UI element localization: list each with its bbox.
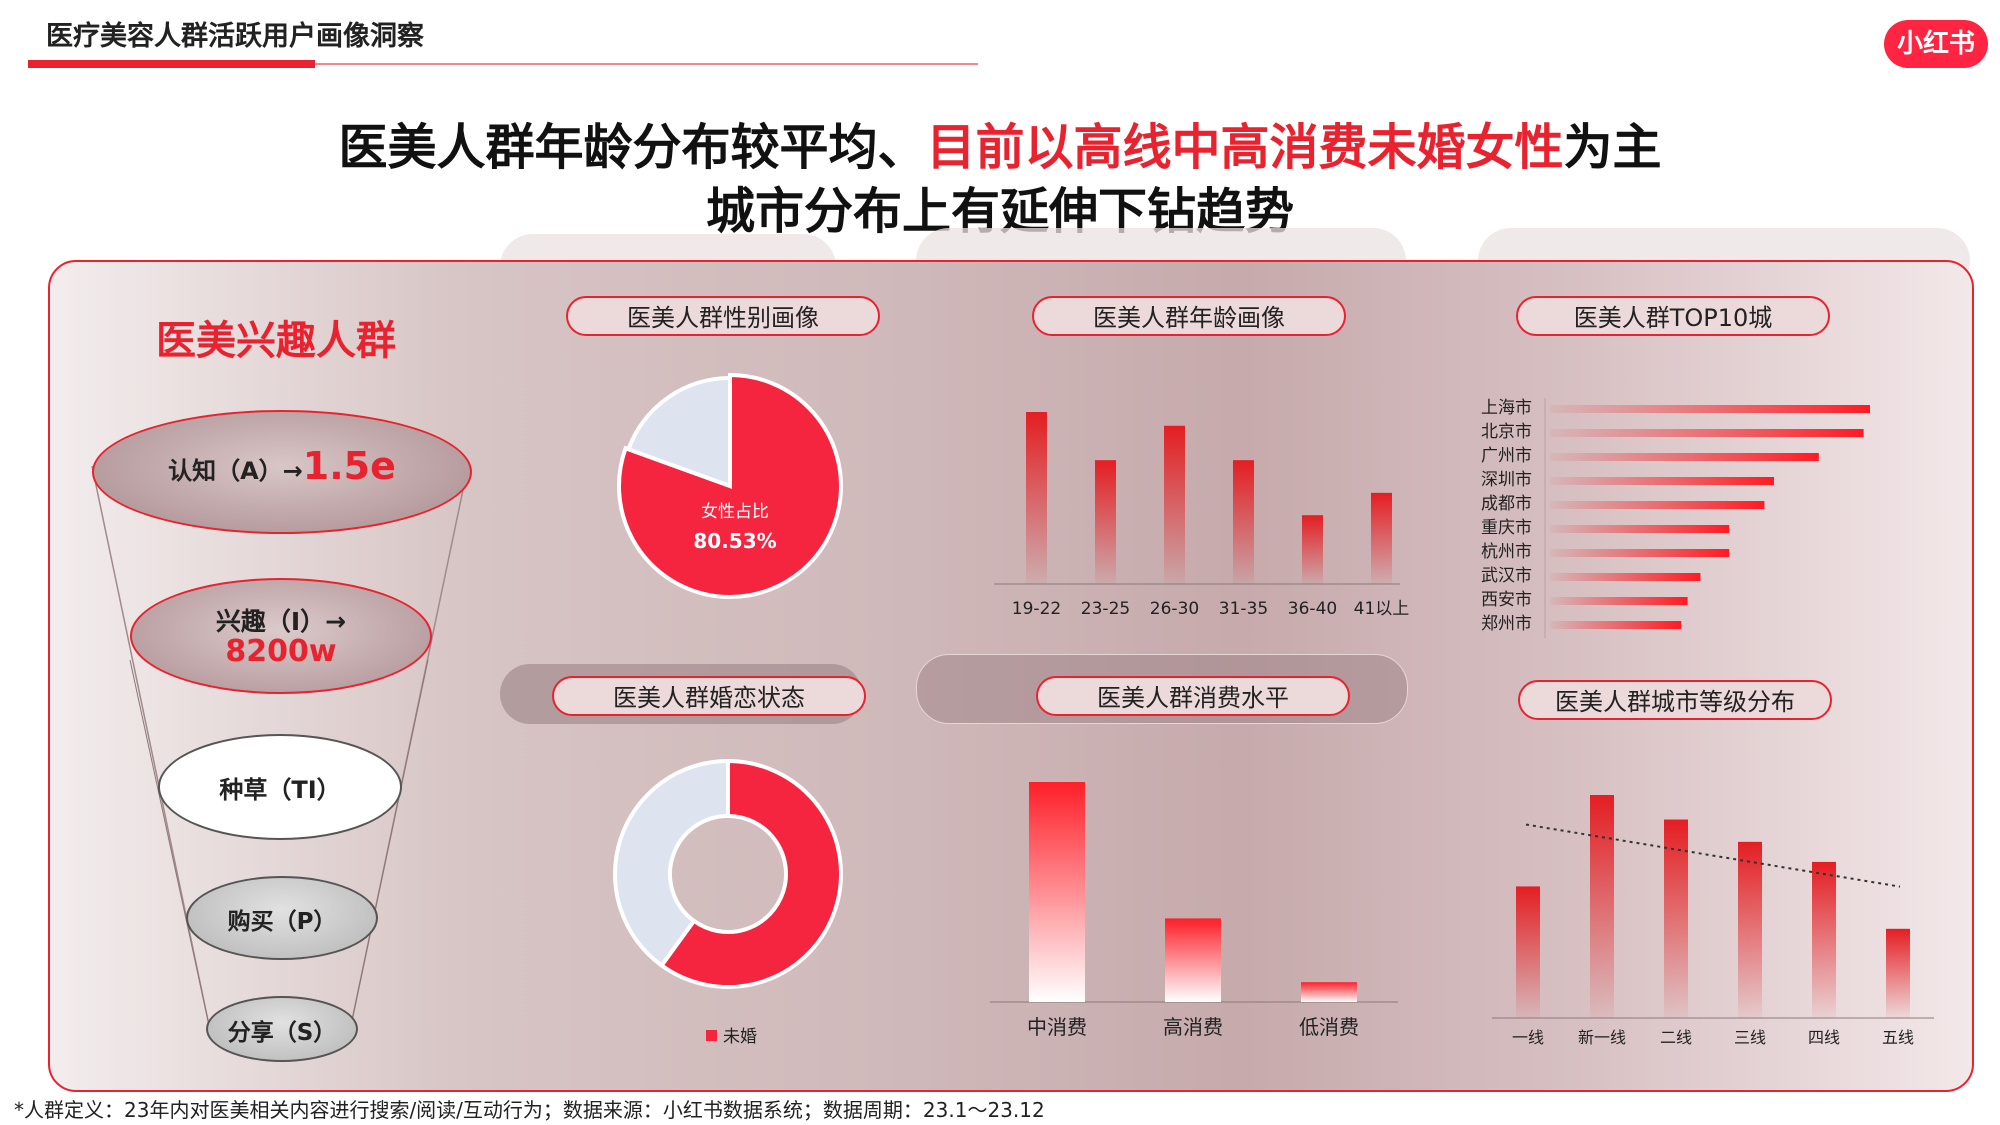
bar — [1886, 928, 1910, 1018]
y-tick-label: 广州市 — [1481, 446, 1532, 466]
y-tick-label: 深圳市 — [1481, 470, 1532, 490]
legend-label: 未婚 — [723, 1027, 757, 1047]
y-tick-label: 成都市 — [1481, 494, 1532, 514]
bar — [1165, 918, 1221, 1002]
bar — [1812, 861, 1836, 1018]
bar — [1550, 525, 1730, 533]
tab-marital: 医美人群婚恋状态 — [552, 676, 866, 716]
header-divider — [28, 63, 978, 65]
x-tick-label: 23-25 — [1081, 599, 1130, 619]
stage-label: 认知（A）→ — [168, 457, 303, 485]
funnel-stage-awareness: 认知（A）→1.5e — [92, 410, 472, 534]
funnel-stage-share: 分享（S） — [206, 996, 358, 1062]
bar — [1550, 501, 1765, 509]
legend-swatch — [706, 1030, 717, 1041]
x-tick-label: 低消费 — [1299, 1015, 1359, 1039]
y-tick-label: 武汉市 — [1481, 566, 1532, 586]
bar — [1590, 795, 1614, 1018]
x-tick-label: 中消费 — [1027, 1015, 1087, 1039]
bar — [1026, 412, 1047, 584]
funnel-title: 医美兴趣人群 — [156, 318, 396, 364]
tab-top10: 医美人群TOP10城 — [1516, 296, 1830, 336]
bar — [1095, 460, 1116, 584]
bar — [1550, 429, 1864, 437]
bar — [1550, 597, 1688, 605]
pie-slice — [625, 375, 732, 489]
bar — [1371, 492, 1392, 584]
bar — [1302, 515, 1323, 584]
bar — [1516, 886, 1540, 1018]
bar — [1550, 477, 1774, 485]
headline-line-1: 医美人群年龄分布较平均、目前以高线中高消费未婚女性为主 — [0, 108, 2000, 179]
stage-label: 购买（P） — [227, 909, 337, 935]
chart-spending: 中消费 高消费 低消费 — [990, 782, 1398, 1039]
y-tick-label: 郑州市 — [1481, 614, 1532, 634]
y-tick-label: 杭州市 — [1481, 542, 1532, 562]
footnote: *人群定义：23年内对医美相关内容进行搜索/阅读/互动行为；数据来源：小红书数据… — [14, 1098, 1045, 1122]
bar — [1029, 782, 1085, 1002]
header-title: 医疗美容人群活跃用户画像洞察 — [46, 21, 424, 52]
y-tick-label: 西安市 — [1481, 590, 1532, 610]
chart-gender: 女性占比 80.53% — [617, 372, 843, 599]
x-tick-label: 新一线 — [1578, 1028, 1626, 1047]
bar — [1301, 982, 1357, 1002]
bar — [1164, 425, 1185, 584]
chart-tier: 一线 新一线 二线 三线 四线 五线 — [1492, 795, 1934, 1047]
x-tick-label: 一线 — [1512, 1028, 1544, 1047]
chart-marital: 未婚 — [613, 758, 843, 1047]
bar — [1664, 819, 1688, 1018]
funnel-stage-seeding: 种草（TI） — [158, 734, 402, 840]
funnel-stage-interest: 兴趣（I）→ 8200w — [130, 578, 432, 694]
bar — [1550, 573, 1701, 581]
x-tick-label: 36-40 — [1288, 599, 1337, 619]
x-tick-label: 高消费 — [1163, 1015, 1223, 1039]
bar — [1550, 621, 1682, 629]
trendline — [1525, 823, 1901, 888]
bar — [1738, 841, 1762, 1018]
y-tick-label: 重庆市 — [1481, 518, 1532, 538]
y-tick-label: 上海市 — [1481, 398, 1532, 418]
headline-highlight: 目前以高线中高消费未婚女性 — [926, 119, 1564, 176]
x-tick-label: 19-22 — [1012, 599, 1061, 619]
y-tick-label: 北京市 — [1481, 422, 1532, 442]
stage-label: 种草（TI） — [219, 776, 341, 804]
funnel-stage-purchase: 购买（P） — [186, 876, 378, 960]
bar — [1550, 453, 1819, 461]
tab-tier: 医美人群城市等级分布 — [1518, 680, 1832, 720]
pie-value-label: 80.53% — [693, 529, 776, 553]
bar — [1550, 405, 1870, 413]
stage-label: 兴趣（I）→ — [215, 607, 347, 636]
stage-value: 1.5e — [302, 444, 396, 488]
x-tick-label: 31-35 — [1219, 599, 1268, 619]
stage-value: 8200w — [225, 634, 337, 669]
x-tick-label: 四线 — [1808, 1028, 1840, 1047]
x-tick-label: 二线 — [1660, 1028, 1692, 1047]
bar — [1550, 549, 1730, 557]
donut-slice — [658, 758, 843, 989]
tab-gender: 医美人群性别画像 — [566, 296, 880, 336]
x-tick-label: 41以上 — [1354, 599, 1410, 619]
x-tick-label: 五线 — [1882, 1028, 1914, 1047]
x-tick-label: 三线 — [1734, 1028, 1766, 1047]
bar — [1233, 460, 1254, 584]
header-accent-bar — [28, 60, 315, 68]
xiaohongshu-logo: 小红书 — [1884, 20, 1988, 68]
donut-slice — [613, 758, 730, 969]
tab-age: 医美人群年龄画像 — [1032, 296, 1346, 336]
x-tick-label: 26-30 — [1150, 599, 1199, 619]
pie-label: 女性占比 — [701, 502, 769, 522]
tab-spending: 医美人群消费水平 — [1036, 676, 1350, 716]
stage-label: 分享（S） — [227, 1020, 337, 1046]
chart-age: 19-22 23-25 26-30 31-35 36-40 41以上 — [994, 412, 1409, 619]
headline-suffix: 为主 — [1563, 119, 1662, 176]
headline-prefix: 医美人群年龄分布较平均、 — [338, 119, 927, 176]
